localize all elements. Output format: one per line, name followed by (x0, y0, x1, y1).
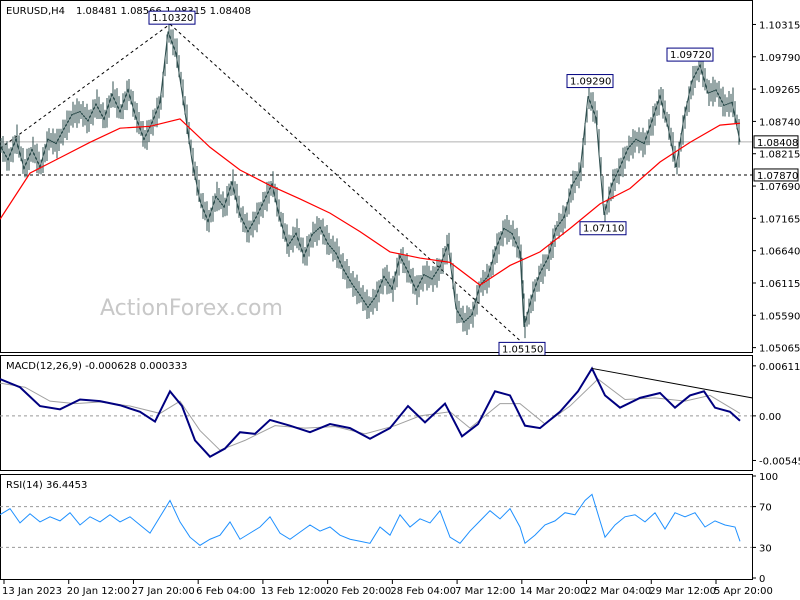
macd-tick-label: -0.005458 (759, 456, 800, 467)
price-tick-label: 1.07690 (759, 182, 800, 193)
rsi-series (0, 493, 741, 546)
current-price-tag-box (753, 135, 799, 149)
price-grid (0, 141, 752, 176)
time-tick-label: 27 Jan 20:00 (131, 586, 194, 597)
price-tick-label: 1.08740 (759, 117, 800, 128)
time-tick-label: 28 Feb 04:00 (390, 586, 456, 597)
current-price-tag: 1.08408 (757, 138, 798, 149)
rsi-title: RSI(14) 36.4453 (6, 480, 87, 491)
price-tick-label: 1.06640 (759, 247, 800, 258)
watermark: ActionForex.com (100, 296, 283, 321)
macd-trendline (591, 367, 753, 399)
price-trendline (169, 23, 523, 343)
macd-title: MACD(12,26,9) -0.000628 0.000333 (6, 361, 187, 372)
time-tick-label: 20 Feb 20:00 (326, 586, 392, 597)
price-trendlines (0, 23, 523, 343)
moving-average (0, 118, 741, 286)
moving-average-line (0, 118, 741, 286)
annotation-box (666, 47, 714, 62)
rsi-axis: 100 70 30 0 (752, 472, 778, 585)
level-price-tag: 1.07870 (757, 171, 798, 182)
price-tick-label: 1.07165 (759, 214, 800, 225)
macd-tick-label: 0.00 (759, 412, 781, 423)
macd-series (0, 366, 741, 458)
price-line (0, 31, 741, 328)
price-tick-label: 1.08215 (759, 150, 800, 161)
rsi-tick-label: 0 (759, 574, 765, 585)
time-tick-label: 6 Feb 04:00 (196, 586, 255, 597)
price-tick-label: 1.06115 (759, 279, 800, 290)
price-series (0, 20, 741, 339)
price-tick-label: 1.10315 (759, 20, 800, 31)
rsi-line (0, 493, 741, 546)
annotation-box (566, 74, 614, 89)
annotation-label: 1.09720 (670, 50, 711, 61)
annotation-box (579, 221, 627, 236)
annotation-box (148, 10, 196, 25)
level-price-tag-box (753, 168, 799, 182)
rsi-tick-label: 30 (759, 543, 772, 554)
macd-axis: 0.006118 0.00 -0.005458 (752, 362, 800, 467)
time-tick-label: 7 Mar 12:00 (455, 586, 515, 597)
annotation-label: 1.05150 (502, 344, 543, 355)
price-tick-label: 1.09265 (759, 85, 800, 96)
time-tick-label: 5 Apr 20:00 (714, 586, 773, 597)
rsi-tick-label: 70 (759, 503, 772, 514)
annotation-label: 1.10320 (152, 13, 193, 24)
price-trendline (0, 23, 171, 149)
price-axis: 1.10315 1.09790 1.09265 1.08740 1.08215 1.076… (752, 20, 800, 355)
rsi-panel: RSI(14) 36.4453 100 70 30 0 (0, 472, 778, 585)
rsi-panel-frame (0, 474, 753, 580)
macd-trendlines (591, 367, 753, 399)
macd-panel: MACD(12,26,9) -0.000628 0.000333 0.00611… (0, 355, 800, 471)
annotation-label: 1.09290 (570, 77, 611, 88)
price-chart-title: EURUSD,H4 (6, 6, 65, 17)
price-tick-label: 1.05065 (759, 344, 800, 355)
time-tick-label: 14 Mar 20:00 (520, 586, 587, 597)
macd-tick-label: 0.006118 (759, 362, 800, 373)
annotation-label: 1.07110 (583, 224, 624, 235)
time-tick-label: 22 Mar 04:00 (585, 586, 652, 597)
time-tick-label: 20 Jan 12:00 (67, 586, 130, 597)
time-tick-label: 13 Jan 2023 (2, 586, 62, 597)
time-tick-label: 13 Feb 12:00 (261, 586, 327, 597)
macd-panel-frame (0, 355, 753, 471)
time-axis: 13 Jan 2023 20 Jan 12:00 27 Jan 20:00 6 Feb… (2, 580, 773, 597)
price-panel: ActionForex.com EURUSD,H4 1.08481 1.0856… (0, 0, 800, 356)
macd-main-line (0, 366, 741, 458)
price-annotations: 1.10320 1.09290 1.09720 1.07110 1.05150 (148, 10, 714, 356)
price-tick-label: 1.09790 (759, 53, 800, 64)
price-tick-label: 1.05590 (759, 311, 800, 322)
rsi-grid (0, 506, 752, 548)
rsi-tick-label: 100 (759, 472, 778, 483)
time-tick-label: 29 Mar 12:00 (649, 586, 716, 597)
